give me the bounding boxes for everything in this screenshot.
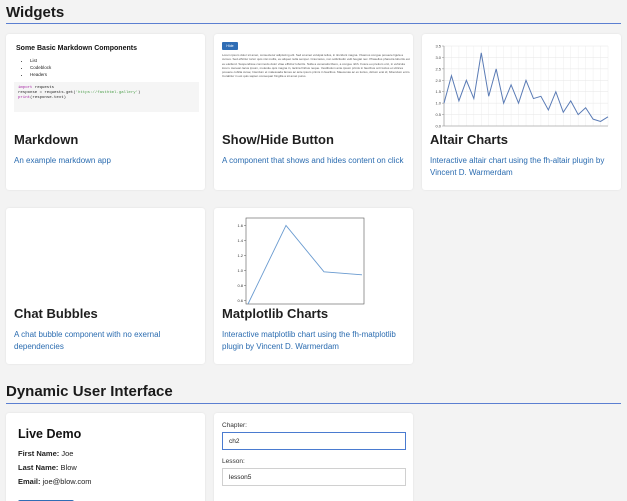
dynamic-ui-divider (6, 403, 621, 404)
widgets-divider (6, 23, 621, 24)
y-tick-label: 1.5 (435, 89, 441, 94)
matplotlib-card[interactable]: 0.6 0.8 1.0 1.2 1.4 1.6 Matplotlib Charts Int… (214, 208, 413, 364)
y-tick-label: 1.0 (435, 101, 441, 106)
live-demo-title: Live Demo (18, 427, 82, 441)
markdown-card[interactable]: Some Basic Markdown Components List Code… (6, 34, 205, 190)
y-tick-label: 3.0 (435, 55, 441, 60)
series-line (443, 52, 609, 122)
chat-bubble: User I have always wondered why the sky i… (94, 240, 183, 253)
y-tick-label: 0.6 (237, 298, 243, 303)
y-tick-label: 3.5 (435, 44, 441, 49)
y-tick-label: 0.5 (435, 112, 441, 117)
chapter-label: Chapter: (222, 422, 247, 429)
chat-bubble: Question Hello, world! I am a chatbot tha… (16, 217, 126, 226)
altair-card[interactable]: 0.0 0.5 1.0 1.5 2.0 2.5 3.0 3.5 Altair Charts I… (422, 34, 621, 190)
chat-bubbles-card[interactable]: Question Hello, world! I am a chatbot tha… (6, 208, 205, 364)
first-name-field: First Name: Joe (18, 449, 74, 458)
card-title: Markdown (14, 132, 79, 147)
hide-button[interactable]: Hide (222, 42, 238, 50)
list-item: Headers (30, 71, 51, 78)
card-title: Altair Charts (430, 132, 509, 147)
code-line: print(response.text) (18, 96, 67, 100)
email-field: Email: joe@blow.com (18, 477, 92, 486)
card-description[interactable]: A component that shows and hides content… (222, 156, 404, 165)
markdown-preview-heading: Some Basic Markdown Components (16, 45, 137, 52)
code-line: response = requests.get('https://fasthtm… (18, 91, 141, 95)
y-tick-label: 2.5 (435, 66, 441, 71)
markdown-code-block: import requests response = requests.get(… (14, 82, 199, 112)
card-title: Matplotlib Charts (222, 306, 329, 321)
card-description[interactable]: A chat bubble component with no exernal … (14, 330, 161, 351)
altair-chart: 0.0 0.5 1.0 1.5 2.0 2.5 3.0 3.5 (435, 44, 609, 129)
plot-frame (245, 217, 365, 305)
card-description[interactable]: An example markdown app (14, 156, 111, 165)
showhide-card[interactable]: Hide Lorem ipsum dolor sit amet, consect… (214, 34, 413, 190)
y-tick-label: 1.6 (237, 223, 243, 228)
live-demo-card: Live Demo First Name: Joe Last Name: Blo… (6, 413, 205, 501)
matplotlib-chart: 0.6 0.8 1.0 1.2 1.4 1.6 (237, 217, 365, 305)
series-line (247, 224, 363, 305)
last-name-field: Last Name: Blow (18, 463, 77, 472)
y-tick-label: 1.4 (237, 238, 243, 243)
chat-bubble: User (144, 295, 152, 299)
lesson-label: Lesson: (222, 458, 245, 465)
markdown-preview: Some Basic Markdown Components List Code… (14, 42, 199, 132)
dynamic-ui-heading: Dynamic User Interface (6, 383, 173, 400)
y-tick-label: 0.0 (435, 124, 441, 129)
list-item: List (30, 57, 51, 64)
code-line: import requests (18, 86, 55, 90)
chat-bubble: Assistant The sky is blue because of the … (16, 263, 131, 281)
card-description[interactable]: Interactive altair chart using the fh-al… (430, 156, 605, 177)
lesson-select[interactable]: lesson5 (222, 468, 406, 486)
y-tick-label: 1.2 (237, 253, 243, 258)
markdown-preview-list: List Codeblock Headers (30, 57, 51, 78)
card-title: Chat Bubbles (14, 306, 98, 321)
list-item: Codeblock (30, 64, 51, 71)
chapter-select[interactable]: ch2 (222, 432, 406, 450)
y-tick-label: 2.0 (435, 78, 441, 83)
y-tick-label: 1.0 (237, 268, 243, 273)
card-description[interactable]: Interactive matplotlib chart using the f… (222, 330, 396, 351)
chapter-lesson-card: Chapter: ch2 Lesson: lesson5 (214, 413, 413, 501)
widgets-heading: Widgets (6, 4, 65, 21)
lorem-text: Lorem ipsum dolor sit amet, consectetur … (222, 53, 411, 79)
card-title: Show/Hide Button (222, 132, 334, 147)
y-tick-label: 0.8 (237, 283, 243, 288)
